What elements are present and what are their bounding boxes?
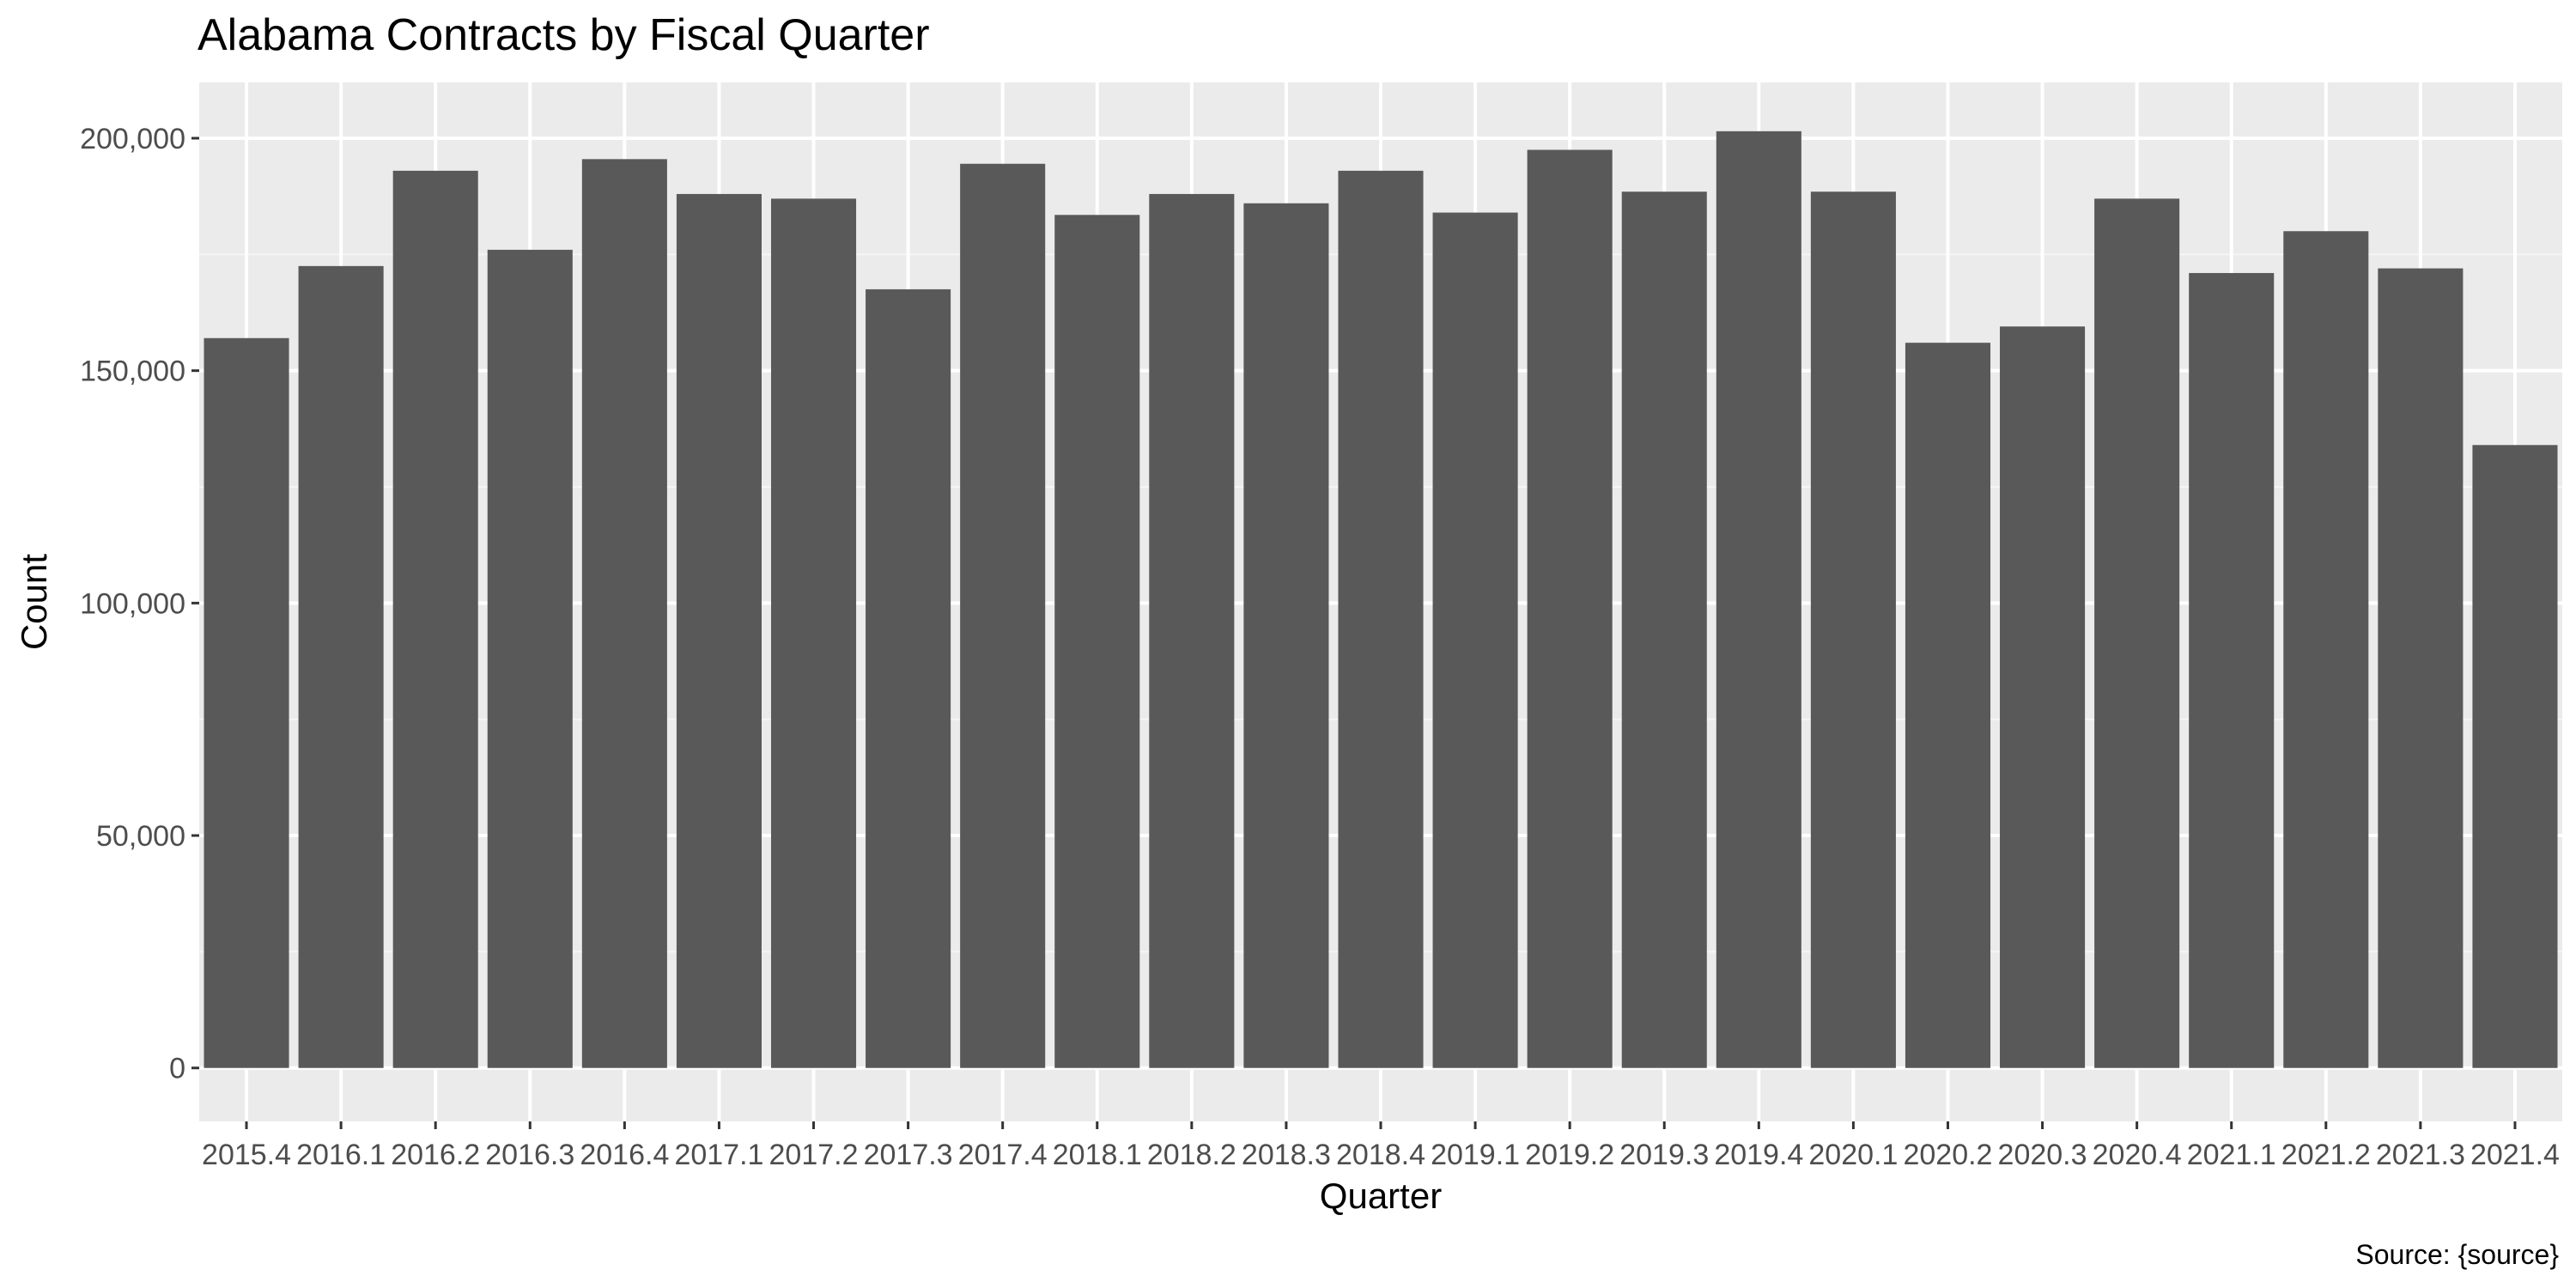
x-tick-label: 2017.3: [864, 1139, 953, 1171]
bar-2016.3: [487, 249, 573, 1068]
bar-2020.1: [1810, 191, 1896, 1068]
bar-2018.4: [1338, 170, 1424, 1068]
bar-2020.2: [1905, 343, 1991, 1068]
bar-2016.2: [392, 170, 478, 1068]
x-tick-label: 2017.4: [958, 1139, 1048, 1171]
bar-2021.3: [2378, 268, 2464, 1068]
x-tick-label: 2021.2: [2281, 1139, 2371, 1171]
bar-2019.4: [1716, 131, 1801, 1068]
bar-2017.2: [770, 198, 857, 1068]
bar-2016.1: [298, 265, 384, 1068]
bar-2018.1: [1054, 215, 1140, 1068]
x-tick-label: 2019.2: [1525, 1139, 1614, 1171]
x-tick-label: 2018.2: [1147, 1139, 1236, 1171]
x-tick-label: 2018.1: [1053, 1139, 1142, 1171]
x-tick-label: 2016.4: [580, 1139, 669, 1171]
y-tick-label: 100,000: [80, 587, 185, 620]
bar-2018.3: [1243, 203, 1329, 1068]
x-tick-label: 2020.3: [1998, 1139, 2087, 1171]
x-tick-label: 2015.4: [202, 1139, 291, 1171]
x-tick-label: 2020.4: [2093, 1139, 2182, 1171]
x-tick-label: 2018.3: [1242, 1139, 1331, 1171]
bar-2016.4: [581, 159, 667, 1068]
x-tick-label: 2020.1: [1808, 1139, 1898, 1171]
x-axis: 2015.4 2016.1 2016.2 2016.3 2016.4 2017.1 2017…: [202, 1121, 2560, 1171]
bar-2021.4: [2472, 445, 2558, 1068]
bar-2017.1: [676, 193, 762, 1068]
x-tick-label: 2019.1: [1431, 1139, 1520, 1171]
bar-2021.2: [2283, 231, 2369, 1068]
bar-2020.4: [2094, 198, 2180, 1068]
x-tick-label: 2017.2: [769, 1139, 859, 1171]
x-tick-label: 2017.1: [674, 1139, 763, 1171]
x-tick-label: 2016.3: [485, 1139, 574, 1171]
bar-2018.2: [1149, 193, 1235, 1068]
y-axis: 0 50,000 100,000 150,000 200,000: [80, 123, 199, 1085]
x-tick-label: 2020.2: [1903, 1139, 1992, 1171]
bar-2020.3: [2000, 326, 2086, 1068]
x-tick-label: 2021.1: [2187, 1139, 2276, 1171]
y-tick-label: 150,000: [80, 355, 185, 388]
y-tick-label: 200,000: [80, 123, 185, 155]
bar-2019.1: [1432, 212, 1518, 1068]
y-tick-label: 0: [169, 1053, 185, 1085]
x-axis-title: Quarter: [1320, 1176, 1442, 1216]
x-tick-label: 2018.4: [1336, 1139, 1425, 1171]
bar-2019.3: [1621, 191, 1707, 1068]
chart-caption: Source: {source}: [2355, 1239, 2559, 1270]
x-tick-label: 2019.4: [1714, 1139, 1803, 1171]
x-tick-label: 2021.4: [2470, 1139, 2560, 1171]
y-axis-title: Count: [14, 554, 54, 650]
x-tick-label: 2016.2: [391, 1139, 480, 1171]
y-tick-label: 50,000: [96, 820, 185, 853]
bar-2015.4: [204, 337, 289, 1068]
x-tick-label: 2016.1: [296, 1139, 386, 1171]
bar-2017.4: [960, 163, 1046, 1068]
bar-2021.1: [2189, 272, 2275, 1068]
x-tick-label: 2021.3: [2376, 1139, 2465, 1171]
bar-2019.2: [1527, 149, 1613, 1068]
bars: [204, 131, 2558, 1068]
bar-2017.3: [866, 289, 951, 1068]
chart-title: Alabama Contracts by Fiscal Quarter: [197, 10, 930, 60]
x-tick-label: 2019.3: [1619, 1139, 1709, 1171]
